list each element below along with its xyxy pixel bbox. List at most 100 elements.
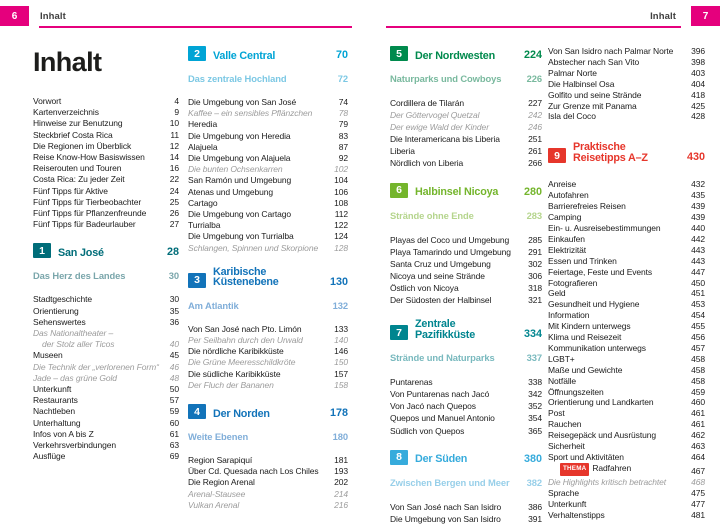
toc-entry: Östlich von Nicoya 318 xyxy=(390,282,542,293)
toc-entry: Verhaltenstipps 481 xyxy=(548,509,705,520)
toc-entry: Von San José nach San Isidro 386 xyxy=(390,501,542,512)
page-left: 6 Inhalt Inhalt Vorwort 4 Kartenverzeichnis… xyxy=(0,6,352,511)
toc-entry: Kommunikation unterwegs 457 xyxy=(548,342,705,353)
toc-entry: Der ewige Wald der Kinder 246 xyxy=(390,122,542,133)
page-number-badge: 6 xyxy=(0,6,29,26)
section-page-number: 224 xyxy=(523,49,542,61)
toc-entry: Kaffee – ein sensibles Pflänzchen 78 xyxy=(188,108,348,119)
page-right: 7 Inhalt 5 Der Nordwesten 224 Naturparks un… xyxy=(360,0,720,528)
toc-entry: Geld 451 xyxy=(548,288,705,299)
toc-entry: Isla del Coco 428 xyxy=(548,111,705,122)
section-title: Halbinsel Nicoya xyxy=(415,186,499,199)
toc-column-4: Von San Isidro nach Palmar Norte 396 Abste… xyxy=(548,46,705,525)
toc-entry: Die Halbinsel Osa 404 xyxy=(548,78,705,89)
section-subheading: Strände ohne Ende 283 xyxy=(390,209,542,221)
toc-entry: Verkehrsverbindungen 63 xyxy=(33,440,179,451)
toc-entry-group: Stadtgeschichte 30 Orientierung 35 Sehenswer… xyxy=(33,294,179,462)
toc-entry: Der Göttervogel Quetzal 242 xyxy=(390,110,542,121)
section-subheading: Naturparks und Cowboys 226 xyxy=(390,73,542,84)
toc-entry: Golfito und seine Strände 418 xyxy=(548,89,705,100)
toc-entry-group: Von San Isidro nach Palmar Norte 396 Abste… xyxy=(548,46,705,122)
toc-entry: Schlangen, Spinnen und Skorpione 128 xyxy=(188,242,348,253)
section-page-number: 130 xyxy=(329,275,348,288)
section-page-number: 28 xyxy=(166,246,179,259)
toc-entry: Fünf Tipps für Pflanzenfreunde 26 xyxy=(33,208,179,219)
section-heading-9: 9 Praktische Reisetipps A–Z 430 xyxy=(548,141,705,164)
section-subheading: Das zentrale Hochland 72 xyxy=(188,73,348,84)
toc-entry: Essen und Trinken 443 xyxy=(548,255,705,266)
toc-entry: Die Region Arenal 202 xyxy=(188,477,348,488)
toc-entry: Fünf Tipps für Badeurlauber 27 xyxy=(33,219,179,230)
toc-entry: Fotografieren 450 xyxy=(548,277,705,288)
toc-entry: Die Umgebung von San José 74 xyxy=(188,97,348,107)
toc-entry: Kartenverzeichnis 9 xyxy=(33,107,179,118)
toc-entry: Die Umgebung von Heredia 83 xyxy=(188,130,348,141)
toc-entry: Gesundheit und Hygiene 453 xyxy=(548,299,705,310)
toc-entry: Region Sarapiquí 181 xyxy=(188,455,348,466)
toc-entry: Playas del Coco und Umgebung 285 xyxy=(390,234,542,245)
toc-entry: Nicoya und seine Strände 306 xyxy=(390,270,542,281)
toc-entry: Über Cd. Quesada nach Los Chiles 193 xyxy=(188,466,348,477)
toc-entry: Palmar Norte 403 xyxy=(548,67,705,78)
toc-entry-group: Vorwort 4 Kartenverzeichnis 9 Hinweise zur B… xyxy=(33,96,179,230)
toc-entry: Quepos und Manuel Antonio 354 xyxy=(390,413,542,424)
section-heading-2: 2 Valle Central 70 xyxy=(188,46,348,61)
section-heading-4: 4 Der Norden 178 xyxy=(188,404,348,420)
toc-entry: Cartago 108 xyxy=(188,197,348,208)
toc-entry: Turrialba 122 xyxy=(188,220,348,231)
section-number-badge: 2 xyxy=(188,46,206,61)
toc-entry: Die Umgebung von Turrialba 124 xyxy=(188,231,348,242)
toc-entry: Öffnungszeiten 459 xyxy=(548,386,705,397)
toc-entry: Vulkan Arenal 216 xyxy=(188,499,348,510)
toc-entry: Sicherheit 463 xyxy=(548,441,705,452)
toc-entry: Reisegepäck und Ausrüstung 462 xyxy=(548,430,705,441)
section-number-badge: 1 xyxy=(33,243,51,259)
toc-entry: Atenas und Umgebung 106 xyxy=(188,186,348,197)
toc-entry: Anreise 432 xyxy=(548,179,705,190)
toc-entry: Die Interamericana bis Liberia 251 xyxy=(390,134,542,145)
toc-entry: Die Umgebung von Alajuela 92 xyxy=(188,153,348,164)
toc-entry: Die südliche Karibikküste 157 xyxy=(188,368,348,379)
toc-entry: Der Südosten der Halbinsel 321 xyxy=(390,295,542,306)
section-title: Der Nordwesten xyxy=(415,49,495,62)
toc-entry: Einkaufen 442 xyxy=(548,233,705,244)
section-heading-8: 8 Der Süden 380 xyxy=(390,449,542,466)
thema-badge: THEMA xyxy=(560,462,590,476)
toc-entry: Unterhaltung 60 xyxy=(33,417,179,428)
toc-entry: Nördlich von Liberia 266 xyxy=(390,158,542,169)
toc-entry: Orientierung und Landkarten 460 xyxy=(548,397,705,408)
section-number-badge: 8 xyxy=(390,449,408,465)
toc-entry: Die nördliche Karibikküste 146 xyxy=(188,346,348,357)
toc-entry: Die Grüne Meeresschildkröte 150 xyxy=(188,357,348,368)
toc-entry-group: Anreise 432 Autofahren 435 Barrierefreies Re… xyxy=(548,179,705,520)
toc-entry: Zur Grenze mit Panama 425 xyxy=(548,100,705,111)
toc-entry: Fünf Tipps für Tierbeobachter 25 xyxy=(33,196,179,207)
toc-entry: Jade – das grüne Gold 48 xyxy=(33,372,179,383)
toc-entry: Playa Tamarindo und Umgebung 291 xyxy=(390,246,542,257)
toc-entry-group: Die Umgebung von San José 74 Kaffee – ein … xyxy=(188,97,348,254)
page-number-badge: 7 xyxy=(691,6,720,26)
running-header-label: Inhalt xyxy=(40,11,66,22)
toc-entry: Abstecher nach San Vito 398 xyxy=(548,56,705,67)
toc-entry: Elektrizität 443 xyxy=(548,244,705,255)
section-title: Praktische Reisetipps A–Z xyxy=(573,141,648,164)
toc-entry: Klima und Reisezeit 456 xyxy=(548,332,705,343)
section-heading-6: 6 Halbinsel Nicoya 280 xyxy=(390,182,542,199)
toc-title: Inhalt xyxy=(33,47,102,77)
toc-column-3: 5 Der Nordwesten 224 Naturparks und Cowboys… xyxy=(390,46,542,525)
section-title: Karibische Küstenebene xyxy=(213,265,279,289)
toc-entry-group: Cordillera de Tilarán 227 Der Göttervogel … xyxy=(390,97,542,170)
toc-entry: THEMA Radfahren 467 xyxy=(548,462,705,477)
toc-entry-group: Puntarenas 338 Von Puntarenas nach Jacó 342… xyxy=(390,376,542,436)
toc-entry: Arenal-Stausee 214 xyxy=(188,488,348,499)
section-title: Der Süden xyxy=(415,453,468,466)
toc-entry: Hinweise zur Benutzung 10 xyxy=(33,118,179,129)
section-subheading: Zwischen Bergen und Meer 382 xyxy=(390,476,542,488)
section-number-badge: 5 xyxy=(390,46,408,61)
toc-entry: LGBT+ 458 xyxy=(548,353,705,364)
header-rule xyxy=(386,26,681,28)
header-rule xyxy=(39,26,352,28)
toc-entry: Post 461 xyxy=(548,408,705,419)
toc-entry: Infos von A bis Z 61 xyxy=(33,428,179,439)
toc-columns-left: Inhalt Vorwort 4 Kartenverzeichnis 9 Hinweise… xyxy=(0,46,348,511)
